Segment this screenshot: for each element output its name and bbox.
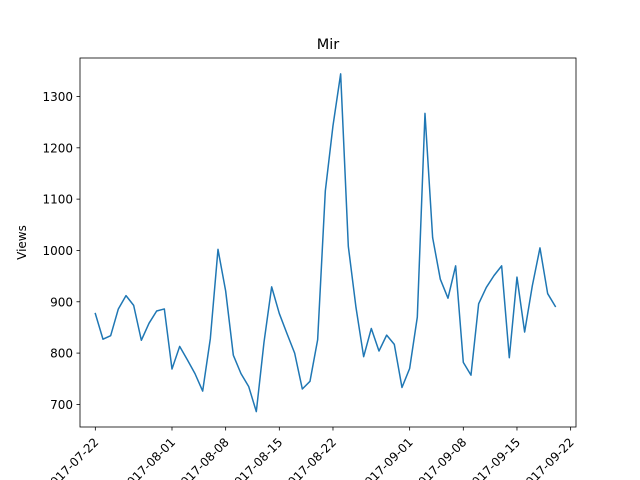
y-tick-label: 1000 (42, 244, 73, 258)
x-tick-label: 2017-08-08 (173, 435, 232, 480)
axes-frame (79, 57, 577, 428)
y-tick-label: 1200 (42, 141, 73, 155)
y-tick-label: 800 (50, 347, 73, 361)
x-tick-label: 2017-09-15 (464, 435, 523, 480)
x-tick-label: 2017-08-15 (226, 435, 285, 480)
y-tick-label: 700 (50, 398, 73, 412)
x-tick-label: 2017-07-22 (42, 435, 101, 480)
x-tick-label: 2017-09-08 (410, 435, 469, 480)
x-tick-label: 2017-09-22 (518, 435, 577, 480)
y-tick-label: 1300 (42, 90, 73, 104)
y-axis: 700 800 900 1000 1100 1200 1300 (42, 90, 80, 412)
chart-title: Mir (317, 37, 340, 53)
x-axis: 2017-07-22 2017-08-012017-08-082017-08-15… (42, 427, 577, 480)
y-tick-label: 1100 (42, 193, 73, 207)
x-tick-label: 2017-09-01 (357, 435, 416, 480)
x-tick-label: 2017-08-22 (280, 435, 339, 480)
x-tick-label: 2017-08-01 (119, 435, 178, 480)
series-line-mir (94, 73, 557, 413)
y-tick-label: 900 (50, 295, 73, 309)
y-axis-label: Views (15, 225, 29, 260)
